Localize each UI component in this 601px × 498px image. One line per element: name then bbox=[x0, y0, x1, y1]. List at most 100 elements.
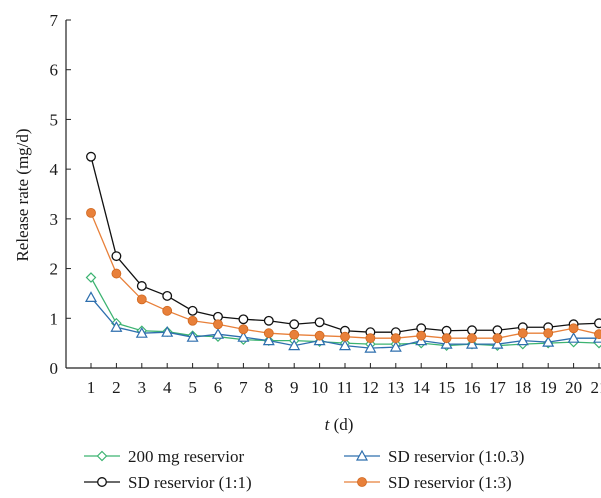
x-tick-label: 15 bbox=[438, 378, 455, 397]
data-point bbox=[491, 337, 504, 349]
y-tick-label: 1 bbox=[50, 309, 59, 328]
data-point bbox=[492, 325, 503, 336]
data-point bbox=[542, 335, 555, 347]
data-point bbox=[440, 337, 453, 349]
data-point bbox=[492, 333, 503, 344]
x-axis-ticks: 123456789101112131415161718192021 bbox=[87, 363, 601, 397]
data-point bbox=[136, 281, 147, 291]
data-point bbox=[288, 339, 301, 351]
x-tick-label: 18 bbox=[514, 378, 531, 397]
data-point bbox=[187, 305, 198, 316]
x-tick-label: 14 bbox=[413, 378, 431, 397]
series-line bbox=[90, 212, 600, 339]
x-tick-label: 21 bbox=[591, 378, 601, 397]
x-tick-label: 1 bbox=[87, 378, 96, 397]
data-point bbox=[364, 341, 377, 353]
x-tick-label: 5 bbox=[188, 378, 197, 397]
data-point bbox=[340, 331, 350, 342]
x-tick-label: 10 bbox=[311, 378, 328, 397]
data-point bbox=[289, 329, 300, 340]
data-point bbox=[84, 291, 98, 303]
x-tick-label: 19 bbox=[540, 378, 557, 397]
data-point bbox=[467, 325, 477, 336]
x-tick-label: 11 bbox=[337, 378, 353, 397]
data-point bbox=[441, 333, 452, 344]
data-point bbox=[111, 268, 122, 279]
data-point bbox=[416, 330, 427, 341]
y-axis-ticks: 0 1 2 3 4 5 6 7 bbox=[50, 11, 71, 378]
y-tick-label: 2 bbox=[50, 260, 59, 279]
series-4 bbox=[86, 207, 601, 344]
y-tick-label: 4 bbox=[50, 160, 59, 179]
legend-marker bbox=[355, 449, 369, 461]
x-axis-title: t (d) bbox=[325, 415, 354, 434]
x-tick-label: 8 bbox=[265, 378, 274, 397]
data-point bbox=[568, 323, 579, 334]
y-tick-label: 0 bbox=[50, 359, 59, 378]
x-tick-label: 3 bbox=[138, 378, 147, 397]
legend-entry: 200 mg reservior bbox=[84, 447, 244, 466]
series-3 bbox=[86, 151, 601, 338]
data-point bbox=[86, 207, 96, 218]
series-line bbox=[90, 156, 600, 333]
data-point bbox=[338, 339, 352, 351]
data-point bbox=[543, 328, 554, 339]
axes bbox=[65, 20, 601, 369]
x-tick-label: 12 bbox=[362, 378, 379, 397]
data-point bbox=[237, 330, 250, 342]
legend-marker bbox=[97, 477, 107, 487]
legend-marker bbox=[357, 477, 367, 487]
legend-entry: SD reservior (1:1) bbox=[84, 473, 252, 492]
legend-label: SD reservior (1:1) bbox=[128, 473, 252, 492]
x-tick-label: 13 bbox=[387, 378, 404, 397]
series-layer bbox=[84, 151, 601, 353]
data-point bbox=[516, 334, 529, 346]
data-point bbox=[86, 151, 96, 162]
x-tick-label: 4 bbox=[163, 378, 172, 397]
y-tick-label: 5 bbox=[50, 110, 59, 129]
data-point bbox=[567, 331, 580, 343]
data-point bbox=[467, 333, 477, 344]
data-point bbox=[314, 317, 325, 328]
legend-label: 200 mg reservior bbox=[128, 447, 244, 466]
data-point bbox=[213, 319, 223, 330]
data-point bbox=[211, 327, 225, 339]
data-point bbox=[314, 330, 325, 341]
legend-marker bbox=[96, 450, 108, 462]
data-point bbox=[161, 325, 174, 337]
data-point bbox=[594, 318, 601, 329]
data-point bbox=[594, 329, 601, 340]
legend-entry: SD reservior (1:0.3) bbox=[344, 447, 524, 466]
data-point bbox=[85, 272, 97, 283]
data-point bbox=[135, 326, 148, 338]
data-point bbox=[263, 315, 274, 326]
y-axis-title: Release rate (mg/d) bbox=[13, 128, 32, 261]
data-point bbox=[187, 315, 198, 326]
data-point bbox=[365, 333, 376, 344]
legend-entry: SD reservior (1:3) bbox=[344, 473, 512, 492]
data-point bbox=[389, 340, 402, 352]
data-point bbox=[111, 251, 122, 262]
y-tick-label: 7 bbox=[50, 11, 59, 30]
data-point bbox=[238, 324, 249, 335]
series-2 bbox=[84, 291, 601, 353]
x-tick-label: 2 bbox=[112, 378, 121, 397]
data-point bbox=[465, 337, 479, 349]
x-tick-label: 20 bbox=[565, 378, 582, 397]
data-point bbox=[289, 319, 300, 330]
legend-label: SD reservior (1:3) bbox=[388, 473, 512, 492]
data-point bbox=[263, 328, 274, 339]
x-tick-label: 6 bbox=[214, 378, 223, 397]
data-point bbox=[162, 290, 173, 301]
x-tick-label: 16 bbox=[464, 378, 481, 397]
y-tick-label: 3 bbox=[50, 210, 59, 229]
data-point bbox=[390, 333, 401, 344]
y-tick-label: 6 bbox=[50, 61, 59, 80]
data-point bbox=[517, 328, 528, 339]
data-point bbox=[186, 330, 199, 342]
x-tick-label: 9 bbox=[290, 378, 299, 397]
data-point bbox=[162, 305, 173, 316]
legend-label: SD reservior (1:0.3) bbox=[388, 447, 524, 466]
data-point bbox=[238, 314, 249, 325]
